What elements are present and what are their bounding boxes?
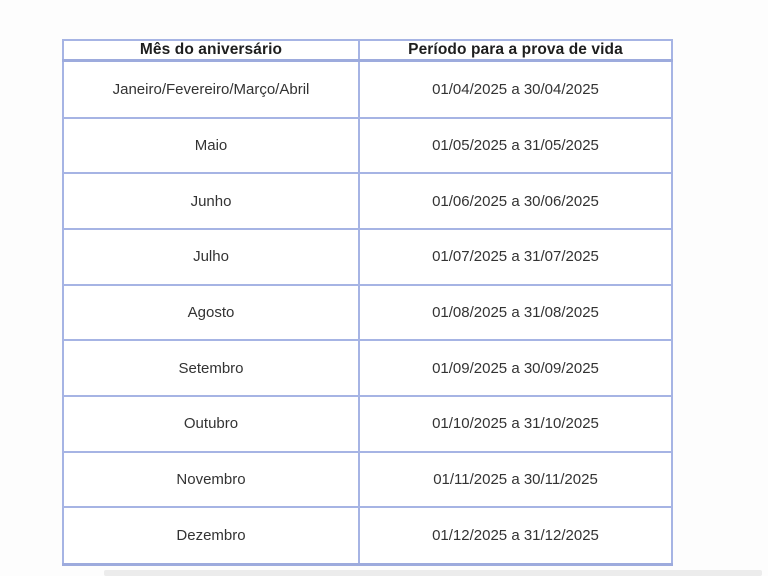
- period-cell: 01/12/2025 a 31/12/2025: [358, 506, 673, 567]
- month-cell: Julho: [62, 227, 360, 286]
- table-header-row: Mês do aniversário Período para a prova …: [62, 39, 673, 62]
- table-row: Maio 01/05/2025 a 31/05/2025: [62, 116, 673, 175]
- month-cell: Junho: [62, 172, 360, 230]
- period-cell: 01/07/2025 a 31/07/2025: [358, 227, 673, 286]
- period-cell: 01/11/2025 a 30/11/2025: [358, 450, 673, 509]
- period-cell: 01/10/2025 a 31/10/2025: [358, 394, 673, 453]
- table-row: Agosto 01/08/2025 a 31/08/2025: [62, 283, 673, 342]
- period-cell: 01/05/2025 a 31/05/2025: [358, 116, 673, 175]
- month-cell: Janeiro/Fevereiro/Março/Abril: [62, 59, 360, 119]
- cropped-element-edge: [104, 570, 762, 576]
- month-cell: Agosto: [62, 283, 360, 342]
- table-row: Junho 01/06/2025 a 30/06/2025: [62, 172, 673, 230]
- table-row: Julho 01/07/2025 a 31/07/2025: [62, 227, 673, 286]
- table-row: Outubro 01/10/2025 a 31/10/2025: [62, 394, 673, 453]
- prova-de-vida-schedule-table: Mês do aniversário Período para a prova …: [62, 39, 673, 567]
- month-cell: Maio: [62, 116, 360, 175]
- table-row: Setembro 01/09/2025 a 30/09/2025: [62, 339, 673, 397]
- period-cell: 01/08/2025 a 31/08/2025: [358, 283, 673, 342]
- column-header-period: Período para a prova de vida: [358, 39, 673, 62]
- column-header-month: Mês do aniversário: [62, 39, 360, 62]
- month-cell: Setembro: [62, 339, 360, 397]
- period-cell: 01/06/2025 a 30/06/2025: [358, 172, 673, 230]
- month-cell: Novembro: [62, 450, 360, 509]
- period-cell: 01/04/2025 a 30/04/2025: [358, 59, 673, 119]
- month-cell: Outubro: [62, 394, 360, 453]
- table-row: Novembro 01/11/2025 a 30/11/2025: [62, 450, 673, 509]
- table-row: Janeiro/Fevereiro/Março/Abril 01/04/2025…: [62, 59, 673, 119]
- month-cell: Dezembro: [62, 506, 360, 567]
- table-row: Dezembro 01/12/2025 a 31/12/2025: [62, 506, 673, 567]
- period-cell: 01/09/2025 a 30/09/2025: [358, 339, 673, 397]
